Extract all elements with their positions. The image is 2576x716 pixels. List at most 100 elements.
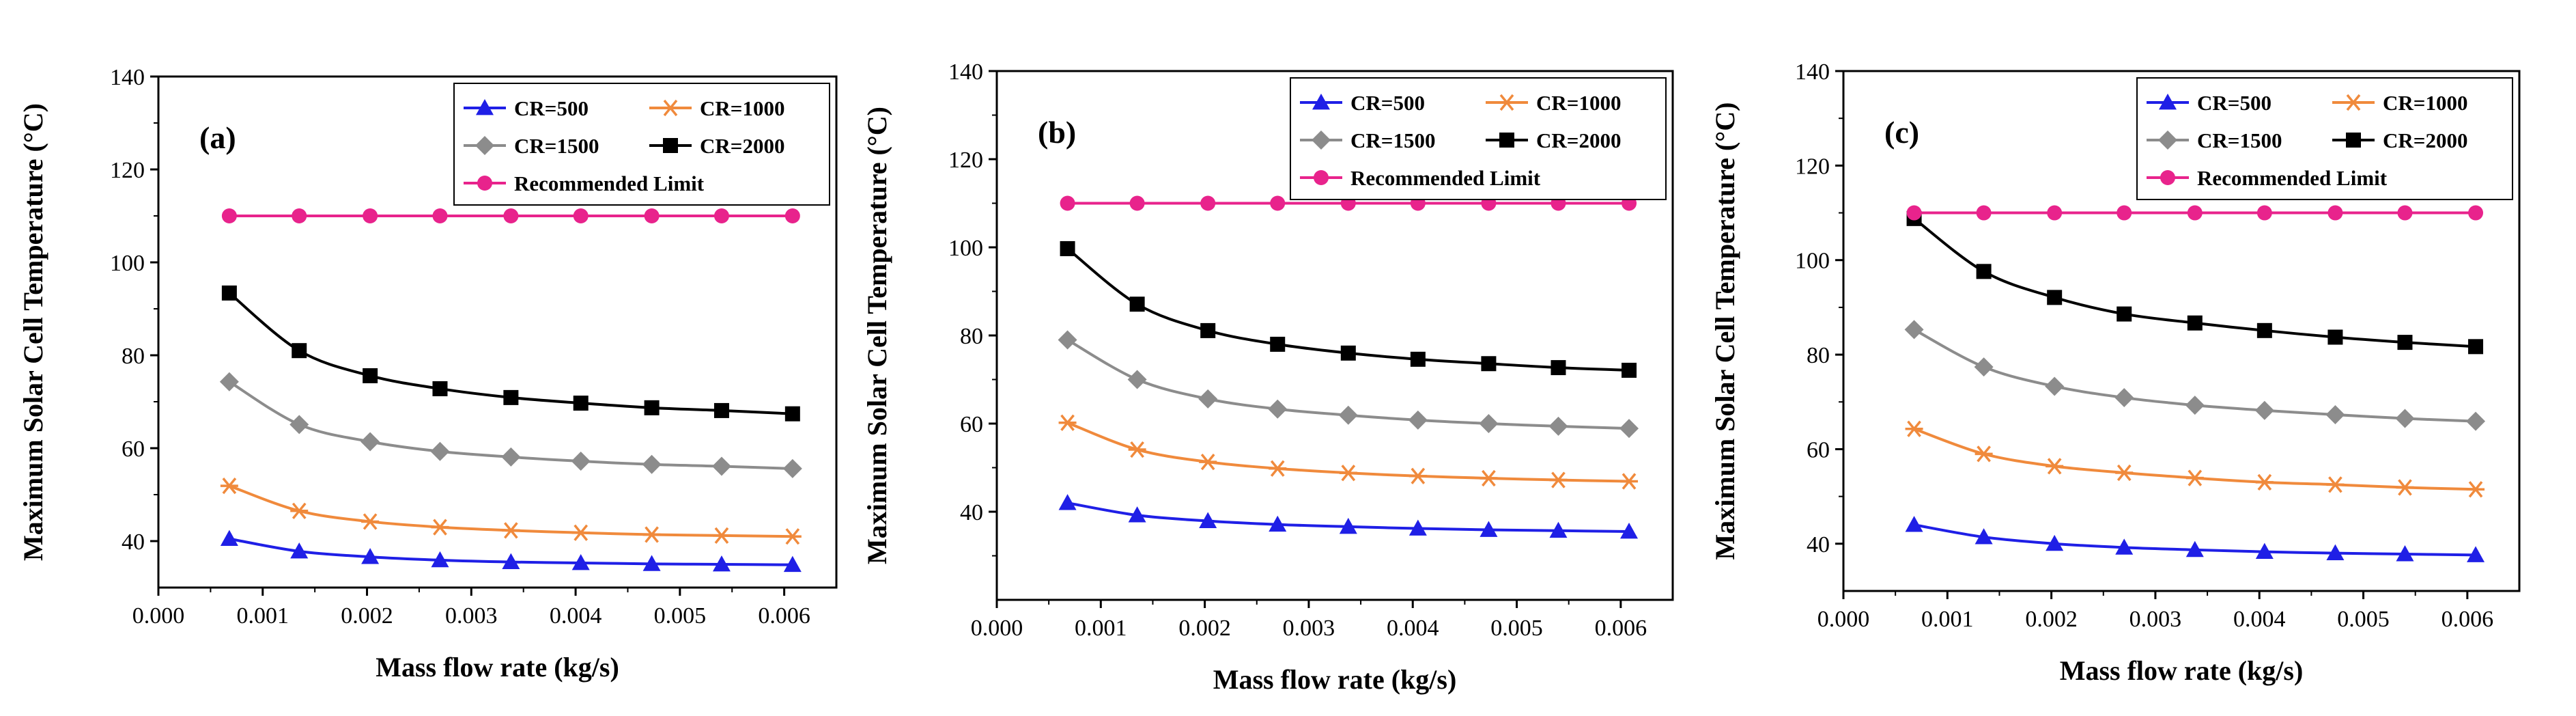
data-point (784, 208, 800, 223)
legend-swatch-marker (1312, 130, 1331, 150)
x-tick-label: 0.003 (2129, 607, 2182, 632)
data-point (2117, 306, 2132, 322)
x-tick-label: 0.000 (971, 616, 1023, 641)
data-point (1270, 336, 1286, 352)
data-point (1409, 519, 1427, 536)
series-cr-500 (1905, 516, 2485, 562)
data-point (361, 513, 380, 530)
series-cr-2000 (221, 285, 800, 422)
data-point (2467, 481, 2485, 498)
data-point (2046, 534, 2064, 551)
data-point (2185, 540, 2204, 557)
legend-label: Recommended Limit (514, 171, 705, 195)
chart-panel-1: 0.000 0.001 0.002 0.003 0.004 0.005 0.006 40 60 8… (18, 65, 838, 683)
series-cr-1500 (219, 372, 802, 478)
legend-item: CR=2000 (649, 134, 784, 158)
data-point (2117, 205, 2132, 221)
legend-item: CR=500 (2147, 91, 2271, 115)
data-point (1199, 512, 1217, 528)
data-point (431, 551, 449, 568)
panel-label: (c) (1884, 115, 1919, 150)
data-point (2255, 542, 2274, 559)
data-point (1339, 517, 1357, 534)
x-tick-label: 0.004 (2233, 607, 2286, 632)
data-point (431, 519, 449, 536)
data-point (502, 553, 520, 569)
data-point (2045, 376, 2065, 396)
data-point (2255, 473, 2274, 491)
legend-item: CR=500 (1300, 91, 1425, 115)
data-point (642, 454, 662, 474)
legend-label: CR=500 (1350, 91, 1425, 115)
x-tick-label: 0.000 (1817, 607, 1870, 632)
data-point (1548, 416, 1568, 436)
series-cr-2000 (1060, 240, 1637, 378)
data-point (1906, 205, 1922, 221)
y-tick-label: 40 (122, 529, 145, 555)
data-point (220, 529, 238, 546)
data-point (2046, 458, 2064, 475)
data-point (642, 555, 661, 571)
data-point (1410, 351, 1426, 367)
data-point (571, 452, 591, 471)
y-tick-label: 140 (1795, 59, 1830, 85)
y-tick-label: 80 (1807, 343, 1830, 368)
y-axis-title: Maximum Solar Cell Temperature (°C) (18, 103, 48, 561)
data-point (1622, 362, 1637, 378)
series-recommended-limit (221, 208, 800, 223)
data-point (1975, 528, 1993, 545)
y-tick-label: 140 (110, 65, 145, 90)
x-tick-label: 0.003 (1283, 616, 1335, 641)
data-point (713, 208, 729, 223)
x-tick-label: 0.005 (654, 603, 707, 629)
data-point (2256, 322, 2272, 338)
data-point (1058, 494, 1077, 510)
data-point (1480, 521, 1498, 537)
data-point (2187, 205, 2203, 221)
legend-swatch-marker (1498, 94, 1516, 111)
legend-swatch-marker (475, 136, 494, 155)
x-axis-title: Mass flow rate (kg/s) (2060, 655, 2304, 686)
data-point (219, 372, 239, 391)
data-point (712, 527, 731, 544)
legend-item: CR=1500 (1300, 128, 1435, 152)
data-point (2115, 464, 2134, 482)
data-point (501, 447, 521, 467)
legend-swatch-marker (1312, 94, 1330, 110)
data-point (1619, 419, 1639, 439)
data-point (2396, 479, 2414, 496)
y-tick-label: 60 (122, 437, 145, 462)
y-axis-title: Maximum Solar Cell Temperature (°C) (1710, 102, 1740, 560)
legend-box (2136, 77, 2513, 200)
y-tick-label: 100 (110, 251, 145, 276)
plot-frame (157, 75, 838, 589)
data-point (1620, 523, 1639, 539)
series-cr-1000 (1905, 420, 2485, 498)
y-axis-title: Maximum Solar Cell Temperature (°C) (862, 107, 892, 564)
data-point (2395, 409, 2415, 428)
data-point (2256, 205, 2272, 221)
legend-label: CR=2000 (700, 134, 784, 158)
x-tick-label: 0.004 (1387, 616, 1439, 641)
legend: CR=500 CR=1000 CR=1500 CR=2000 Recommended L… (453, 83, 830, 206)
data-point (1549, 471, 1568, 488)
legend-item: Recommended Limit (2147, 166, 2388, 190)
legend: CR=500 CR=1000 CR=1500 CR=2000 Recommended L… (1290, 77, 1667, 200)
data-point (2326, 476, 2345, 493)
data-point (1269, 515, 1287, 532)
x-tick-label: 0.001 (237, 603, 289, 629)
legend-box (1290, 77, 1667, 200)
data-point (1974, 357, 1994, 377)
data-point (361, 548, 380, 564)
data-point (2327, 329, 2343, 345)
data-point (432, 381, 448, 396)
series-cr-1500 (1058, 330, 1639, 439)
data-point (221, 208, 237, 223)
data-point (292, 343, 307, 359)
data-point (2466, 411, 2486, 431)
data-point (1338, 405, 1358, 425)
data-point (2397, 205, 2413, 221)
data-point (571, 524, 590, 541)
legend-label: CR=1500 (2197, 128, 2282, 152)
x-tick-label: 0.000 (132, 603, 185, 629)
